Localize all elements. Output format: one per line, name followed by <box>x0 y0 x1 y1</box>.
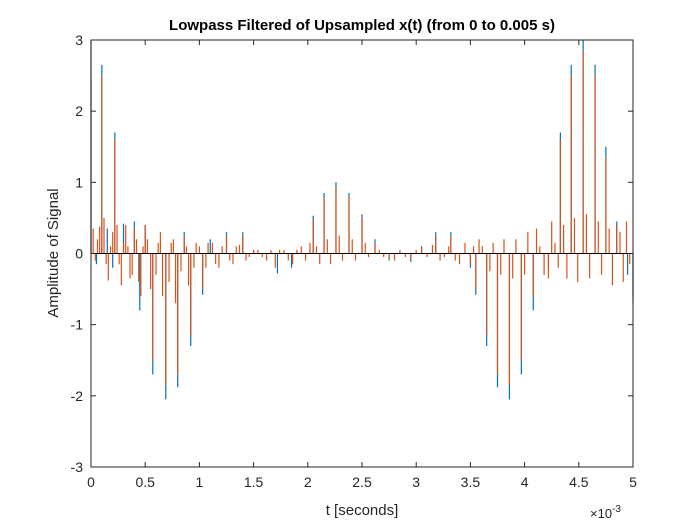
x-tick-label: 0 <box>87 474 95 490</box>
x-tick-label: 2 <box>304 474 312 490</box>
y-tick-label: -1 <box>71 317 84 333</box>
y-tick-label: 1 <box>75 174 83 190</box>
x-axis-label: t [seconds] <box>326 502 399 519</box>
x-tick-label: 1 <box>196 474 204 490</box>
plot-area: 0 0.5 1 1.5 2 2.5 3 3.5 4 4.5 5 3 2 1 0 -1 -2 -3 <box>71 32 638 490</box>
x-axis-ticks: 0 0.5 1 1.5 2 2.5 3 3.5 4 4.5 5 <box>87 40 637 490</box>
y-tick-label: -2 <box>71 388 84 404</box>
y-tick-label: 3 <box>75 32 83 48</box>
x-tick-label: 1.5 <box>244 474 264 490</box>
x-tick-label: 3 <box>412 474 420 490</box>
x-tick-label: 4.5 <box>569 474 589 490</box>
y-tick-label: -3 <box>71 459 84 475</box>
x-exponent-label: ×10-3 <box>590 504 621 521</box>
x-exponent-base: ×10 <box>590 506 612 521</box>
x-tick-label: 2.5 <box>352 474 372 490</box>
y-axis-ticks: 3 2 1 0 -1 -2 -3 <box>71 32 633 475</box>
y-axis-label: Amplitude of Signal <box>45 188 62 317</box>
x-tick-label: 4 <box>521 474 529 490</box>
x-tick-label: 3.5 <box>461 474 481 490</box>
chart-title: Lowpass Filtered of Upsampled x(t) (from… <box>169 17 555 34</box>
stem-series-group <box>90 40 634 400</box>
x-tick-label: 0.5 <box>135 474 155 490</box>
y-tick-label: 0 <box>75 246 83 262</box>
x-tick-label: 5 <box>629 474 637 490</box>
x-exponent-power: -3 <box>612 504 621 515</box>
y-tick-label: 2 <box>75 103 83 119</box>
